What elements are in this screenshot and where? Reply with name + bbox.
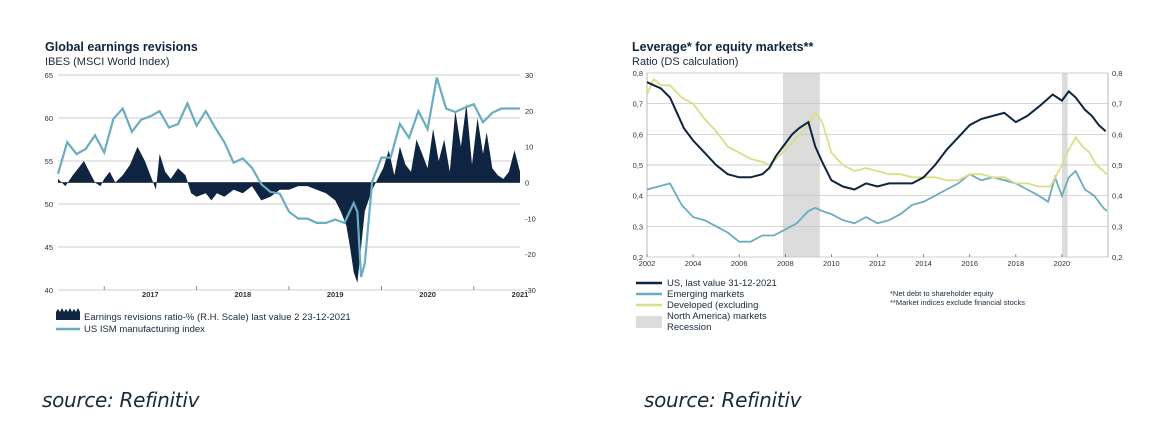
left-y-tick-label: 65: [45, 71, 53, 80]
right-chart-right-ticks: 0,8 0,7 0,6 0,5 0,4 0,3 0,2: [1112, 69, 1122, 262]
right-chart-title: Leverage* for equity markets**: [632, 40, 813, 54]
x-tick-label: 2008: [777, 259, 794, 268]
x-tick-label: 2020: [419, 290, 436, 299]
legend-us-label: US, last value 31-12-2021: [667, 278, 777, 289]
x-tick-label: 2018: [234, 290, 251, 299]
left-chart: Global earnings revisions IBES (MSCI Wor…: [45, 40, 536, 335]
legend-em-label: Emerging markets: [667, 289, 744, 300]
legend-recession-swatch: [636, 316, 662, 328]
left-legend: Earnings revisions ratio-% (R.H. Scale) …: [56, 308, 351, 335]
legend-area-swatch: [56, 308, 80, 320]
x-tick-label: 2018: [1007, 259, 1024, 268]
right-chart-left-ticks: 0,8 0,7 0,6 0,5 0,4 0,3 0,2: [633, 69, 643, 262]
y-tick-label-right: 0,7: [1112, 100, 1122, 109]
x-tick-label: 2017: [142, 290, 159, 299]
x-tick-label: 2014: [915, 259, 932, 268]
y-tick-label-right: 0,4: [1112, 192, 1122, 201]
y-tick-label-right: 0,3: [1112, 222, 1122, 231]
y-tick-label-right: 0,6: [1112, 130, 1122, 139]
right-y-tick-label: 0: [525, 179, 529, 188]
right-chart: Leverage* for equity markets** Ratio (DS…: [632, 40, 1122, 333]
x-tick-label: 2012: [869, 259, 886, 268]
y-tick-label-left: 0,2: [633, 253, 643, 262]
right-source-label: source: Refinitiv: [644, 388, 802, 412]
x-tick-label: 2016: [961, 259, 978, 268]
left-x-ticks: 2017 2018 2019 2020 2021: [103, 286, 529, 299]
us-line: [646, 81, 1107, 191]
emerging-markets-line: [646, 169, 1108, 243]
y-tick-label-left: 0,4: [633, 192, 643, 201]
right-y-tick-label: 10: [525, 143, 533, 152]
x-tick-label: 2021: [512, 290, 529, 299]
left-y-tick-label: 45: [45, 243, 53, 252]
developed-markets-line: [646, 77, 1108, 188]
legend-dev-label-1: Developed (excluding: [667, 300, 758, 311]
y-tick-label-left: 0,6: [633, 130, 643, 139]
right-y-tick-label: 30: [525, 71, 533, 80]
left-y-tick-label: 60: [45, 114, 53, 123]
footnote-1: *Net debt to shareholder equity: [890, 289, 994, 298]
left-y-ticks: 65 60 55 50 45 40: [45, 71, 53, 295]
legend-recession-label: Recession: [667, 322, 711, 333]
y-tick-label-left: 0,8: [633, 69, 643, 78]
left-chart-subtitle: IBES (MSCI World Index): [45, 56, 170, 68]
footnote-2: **Market indices exclude financial stock…: [890, 298, 1025, 307]
right-legend: US, last value 31-12-2021 Emerging marke…: [636, 278, 777, 333]
x-tick-label: 2004: [685, 259, 702, 268]
legend-dev-label-2: North America) markets: [667, 311, 767, 322]
earnings-revisions-area: [58, 103, 520, 283]
right-y-tick-label: 20: [525, 107, 533, 116]
x-tick-label: 2019: [327, 290, 344, 299]
x-tick-label: 2020: [1054, 259, 1071, 268]
right-chart-x-ticks: 2002 2004 2006 2008 2010 2012 2014 2016 2018 2020: [639, 254, 1071, 268]
y-tick-label-left: 0,5: [633, 161, 643, 170]
ism-line: [56, 77, 520, 278]
left-source-label: source: Refinitiv: [42, 388, 200, 412]
right-y-tick-label: -20: [525, 250, 536, 259]
right-y-ticks: 30 20 10 0 -10 -20 -30: [525, 71, 536, 295]
y-tick-label-left: 0,7: [633, 100, 643, 109]
right-chart-subtitle: Ratio (DS calculation): [632, 56, 738, 68]
y-tick-label-right: 0,2: [1112, 253, 1122, 262]
right-y-tick-label: -30: [525, 286, 536, 295]
right-y-tick-label: -10: [525, 214, 536, 223]
legend-area-label: Earnings revisions ratio-% (R.H. Scale) …: [84, 312, 351, 323]
x-tick-label: 2006: [731, 259, 748, 268]
x-tick-label: 2010: [823, 259, 840, 268]
left-y-tick-label: 50: [45, 200, 53, 209]
legend-ism-label: US ISM manufacturing index: [84, 324, 205, 335]
y-tick-label-right: 0,8: [1112, 69, 1122, 78]
left-y-tick-label: 40: [45, 286, 53, 295]
x-tick-label: 2002: [639, 259, 656, 268]
y-tick-label-left: 0,3: [633, 222, 643, 231]
left-chart-title: Global earnings revisions: [45, 40, 198, 54]
left-y-tick-label: 55: [45, 157, 53, 166]
y-tick-label-right: 0,5: [1112, 161, 1122, 170]
